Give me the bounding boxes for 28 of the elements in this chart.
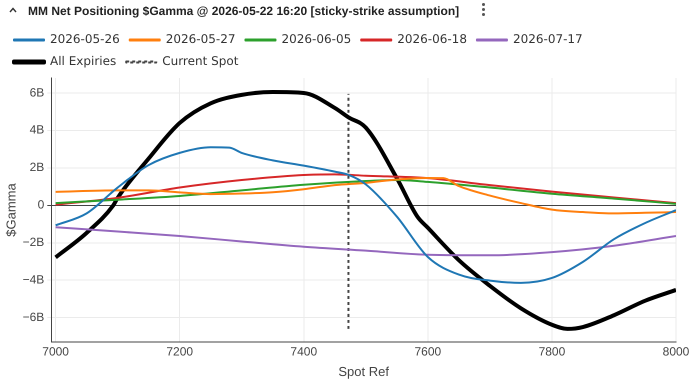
- line-series: [54, 226, 676, 256]
- chart-title: MM Net Positioning $Gamma @ 2026-05-22 16:20 [sticky-strike assumption]: [28, 4, 460, 18]
- x-tick-label: 7400: [290, 344, 318, 359]
- y-tick-label: 0: [38, 198, 45, 212]
- y-tick-label: −4B: [22, 272, 44, 287]
- x-tick-label: 7200: [166, 344, 194, 359]
- x-tick-label: 7800: [538, 344, 566, 359]
- x-tick-label: 8000: [662, 344, 690, 359]
- legend-label: 2026-05-26: [50, 32, 120, 46]
- legend-label: Current Spot: [162, 54, 239, 68]
- x-tick-label: 7000: [42, 344, 70, 359]
- legend-label: 2026-06-18: [397, 32, 467, 46]
- legend-label: 2026-05-27: [166, 32, 236, 46]
- line-series: [54, 146, 676, 284]
- y-tick-label: 4B: [30, 122, 44, 137]
- legend-label: 2026-06-05: [281, 32, 352, 46]
- y-tick-label: 2B: [30, 160, 44, 174]
- legend-label: All Expiries: [50, 54, 116, 68]
- y-tick-label: 6B: [30, 85, 44, 100]
- line-series: [54, 173, 676, 206]
- x-tick-label: 7600: [414, 344, 442, 359]
- line-series: [54, 179, 676, 205]
- y-tick-label: −2B: [22, 235, 44, 250]
- line-series: [54, 176, 676, 214]
- x-axis-title: Spot Ref: [338, 364, 390, 379]
- legend-label: 2026-07-17: [512, 32, 583, 46]
- y-axis-title: $Gamma: [3, 182, 18, 237]
- y-tick-label: −6B: [22, 310, 44, 324]
